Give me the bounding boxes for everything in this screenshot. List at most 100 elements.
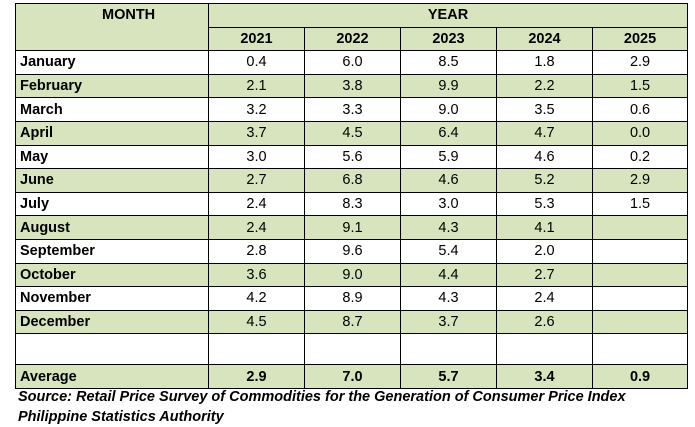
value-cell: 2.7 xyxy=(208,168,305,193)
value-cell: 8.7 xyxy=(304,309,401,335)
value-cell: 6.0 xyxy=(304,50,401,75)
value-cell: 2.8 xyxy=(208,238,305,264)
value-cell: 4.6 xyxy=(400,168,497,193)
table-row: June 2.7 6.8 4.6 5.2 2.9 xyxy=(15,168,689,193)
year-column-header: YEAR xyxy=(207,3,689,28)
value-cell: 5.6 xyxy=(304,144,401,170)
value-cell: 0.2 xyxy=(591,144,689,170)
value-cell: 8.5 xyxy=(400,50,497,75)
table-row: April 3.7 4.5 6.4 4.7 0.0 xyxy=(15,120,689,146)
table-row: May 3.0 5.6 5.9 4.6 0.2 xyxy=(15,144,689,170)
blank-cell xyxy=(496,333,593,366)
value-cell: 2.7 xyxy=(496,262,593,288)
value-cell xyxy=(591,262,689,288)
table-row: January 0.4 6.0 8.5 1.8 2.9 xyxy=(15,50,689,75)
table-row: November 4.2 8.9 4.3 2.4 xyxy=(15,286,689,311)
year-header-2024: 2024 xyxy=(496,26,593,52)
value-cell: 8.9 xyxy=(304,286,401,311)
value-cell xyxy=(591,286,689,311)
value-cell: 3.3 xyxy=(304,97,401,122)
value-cell: 2.4 xyxy=(208,191,305,217)
table-row: March 3.2 3.3 9.0 3.5 0.6 xyxy=(15,97,689,122)
value-cell: 4.2 xyxy=(208,286,305,311)
month-label: November xyxy=(15,286,209,311)
value-cell: 2.9 xyxy=(591,50,689,75)
table-body: January 0.4 6.0 8.5 1.8 2.9 February 2.1 3.8 9.9 2… xyxy=(15,50,689,366)
month-label: September xyxy=(15,238,209,264)
value-cell xyxy=(591,309,689,335)
average-value: 5.7 xyxy=(400,364,497,389)
value-cell: 3.2 xyxy=(208,97,305,122)
value-cell xyxy=(591,238,689,264)
value-cell: 2.6 xyxy=(496,309,593,335)
source-line-2: Philippine Statistics Authority xyxy=(18,409,224,425)
value-cell: 4.4 xyxy=(400,262,497,288)
value-cell: 4.6 xyxy=(496,144,593,170)
value-cell: 2.4 xyxy=(496,286,593,311)
value-cell: 9.1 xyxy=(304,215,401,240)
value-cell: 9.6 xyxy=(304,238,401,264)
value-cell: 3.6 xyxy=(208,262,305,288)
table-row: February 2.1 3.8 9.9 2.2 1.5 xyxy=(15,73,689,99)
year-header-2022: 2022 xyxy=(304,26,401,52)
average-row: Average 2.9 7.0 5.7 3.4 0.9 xyxy=(15,364,689,389)
blank-cell xyxy=(15,333,209,366)
value-cell xyxy=(591,215,689,240)
value-cell: 6.4 xyxy=(400,120,497,146)
value-cell: 3.7 xyxy=(400,309,497,335)
table-row: October 3.6 9.0 4.4 2.7 xyxy=(15,262,689,288)
month-label: June xyxy=(15,168,209,193)
average-value: 0.9 xyxy=(591,364,689,389)
value-cell: 2.9 xyxy=(591,168,689,193)
value-cell: 2.1 xyxy=(208,73,305,99)
value-cell: 2.2 xyxy=(496,73,593,99)
value-cell: 3.0 xyxy=(400,191,497,217)
average-value: 2.9 xyxy=(208,364,305,389)
value-cell: 9.0 xyxy=(304,262,401,288)
value-cell: 9.0 xyxy=(400,97,497,122)
source-line-1: Source: Retail Price Survey of Commoditi… xyxy=(18,389,626,405)
table-row: December 4.5 8.7 3.7 2.6 xyxy=(15,309,689,335)
value-cell: 1.8 xyxy=(496,50,593,75)
month-label: April xyxy=(15,120,209,146)
value-cell: 4.3 xyxy=(400,286,497,311)
average-label: Average xyxy=(15,364,209,389)
value-cell: 4.5 xyxy=(304,120,401,146)
inflation-table: MONTH YEAR 2021 2022 2023 2024 2025 Janu… xyxy=(15,2,689,389)
blank-cell xyxy=(208,333,305,366)
blank-row xyxy=(15,333,689,366)
value-cell: 5.3 xyxy=(496,191,593,217)
value-cell: 4.5 xyxy=(208,309,305,335)
table-row: September 2.8 9.6 5.4 2.0 xyxy=(15,238,689,264)
value-cell: 5.9 xyxy=(400,144,497,170)
month-label: January xyxy=(15,50,209,75)
value-cell: 0.4 xyxy=(208,50,305,75)
month-label: December xyxy=(15,309,209,335)
month-label: July xyxy=(15,191,209,217)
table-row: July 2.4 8.3 3.0 5.3 1.5 xyxy=(15,191,689,217)
value-cell: 5.4 xyxy=(400,238,497,264)
year-header-2025: 2025 xyxy=(591,26,689,52)
average-value: 7.0 xyxy=(304,364,401,389)
value-cell: 9.9 xyxy=(400,73,497,99)
month-label: February xyxy=(15,73,209,99)
value-cell: 0.6 xyxy=(591,97,689,122)
value-cell: 4.3 xyxy=(400,215,497,240)
month-column-header: MONTH xyxy=(15,2,209,52)
blank-cell xyxy=(400,333,497,366)
year-header-2021: 2021 xyxy=(208,26,305,52)
value-cell: 2.4 xyxy=(208,215,305,240)
value-cell: 2.0 xyxy=(496,238,593,264)
value-cell: 0.0 xyxy=(591,120,689,146)
value-cell: 4.7 xyxy=(496,120,593,146)
value-cell: 1.5 xyxy=(591,191,689,217)
value-cell: 3.7 xyxy=(208,120,305,146)
month-label: May xyxy=(15,144,209,170)
value-cell: 3.8 xyxy=(304,73,401,99)
value-cell: 5.2 xyxy=(496,168,593,193)
value-cell: 3.0 xyxy=(208,144,305,170)
year-header-2023: 2023 xyxy=(400,26,497,52)
month-label: August xyxy=(15,215,209,240)
month-label: March xyxy=(15,97,209,122)
value-cell: 4.1 xyxy=(496,215,593,240)
